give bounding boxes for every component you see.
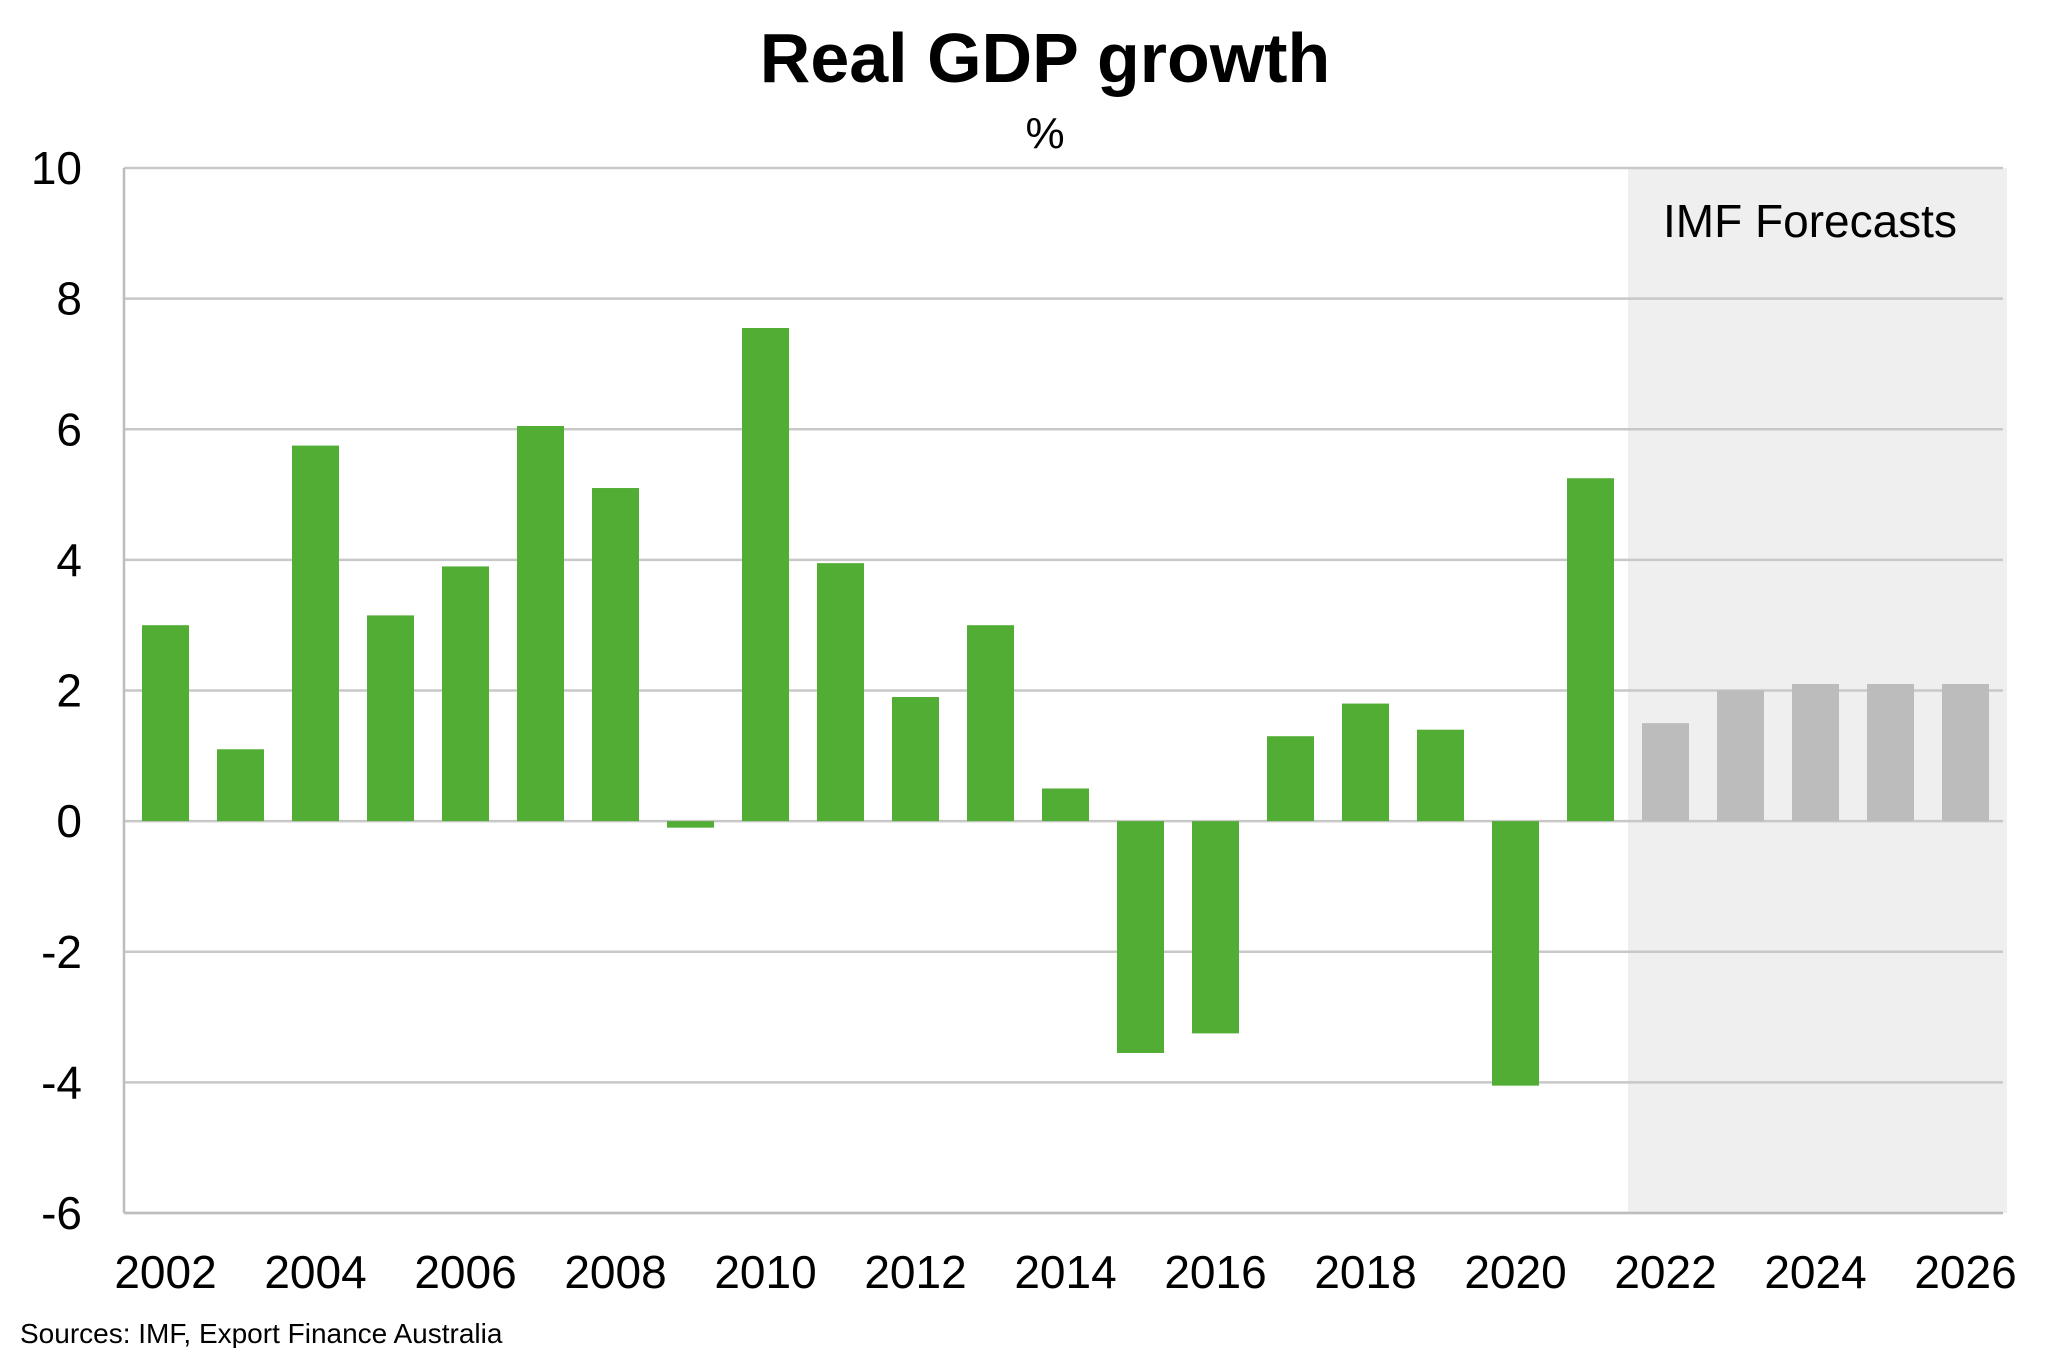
x-tick-label-2014: 2014 <box>1014 1246 1116 1298</box>
chart-title: Real GDP growth <box>760 19 1330 97</box>
y-tick-label-0: 0 <box>56 795 82 847</box>
bar-2021 <box>1567 478 1614 822</box>
bar-2016 <box>1192 821 1239 1034</box>
bar-2002 <box>142 625 189 822</box>
y-tick-label-6: 6 <box>56 403 82 455</box>
x-tick-labels: 2002 2004 2006 2008 2010 2012 2014 2016 2018 2020… <box>114 1246 2016 1298</box>
chart-subtitle-unit: % <box>1025 109 1064 158</box>
source-note: Sources: IMF, Export Finance Australia <box>20 1318 503 1348</box>
forecast-region-label: IMF Forecasts <box>1663 195 1957 247</box>
bar-2018 <box>1342 703 1389 822</box>
axes <box>122 168 2003 1215</box>
x-tick-label-2020: 2020 <box>1464 1246 1566 1298</box>
bar-2015 <box>1117 821 1164 1053</box>
y-tick-labels: 10 8 6 4 2 0 -2 -4 -6 <box>31 142 82 1239</box>
y-tick-label-10: 10 <box>31 142 82 194</box>
bar-2024 <box>1792 683 1839 822</box>
bar-2006 <box>442 566 489 822</box>
bar-2013 <box>967 625 1014 822</box>
x-tick-label-2018: 2018 <box>1314 1246 1416 1298</box>
x-tick-label-2026: 2026 <box>1914 1246 2016 1298</box>
x-tick-label-2006: 2006 <box>414 1246 516 1298</box>
x-tick-label-2012: 2012 <box>864 1246 966 1298</box>
bar-2010 <box>742 328 789 822</box>
bar-2026 <box>1942 683 1989 822</box>
bar-2014 <box>1042 788 1089 822</box>
x-tick-label-2002: 2002 <box>114 1246 216 1298</box>
bar-2008 <box>592 488 639 822</box>
bar-2003 <box>217 749 264 822</box>
y-tick-label-8: 8 <box>56 273 82 325</box>
x-tick-label-2008: 2008 <box>564 1246 666 1298</box>
x-tick-label-2016: 2016 <box>1164 1246 1266 1298</box>
bar-2012 <box>892 697 939 822</box>
bar-2011 <box>817 563 864 822</box>
bars <box>142 328 1989 1086</box>
x-tick-label-2010: 2010 <box>714 1246 816 1298</box>
y-tick-label-4: 4 <box>56 534 82 586</box>
bar-2005 <box>367 615 414 822</box>
y-tick-label--4: -4 <box>41 1056 82 1108</box>
bar-2017 <box>1267 736 1314 822</box>
x-tick-label-2022: 2022 <box>1614 1246 1716 1298</box>
bar-2004 <box>292 445 339 822</box>
bar-2020 <box>1492 821 1539 1086</box>
y-tick-label-2: 2 <box>56 665 82 717</box>
bar-2007 <box>517 425 564 822</box>
bar-2019 <box>1417 729 1464 822</box>
x-tick-label-2004: 2004 <box>264 1246 366 1298</box>
bar-2023 <box>1717 690 1764 822</box>
bar-2025 <box>1867 683 1914 822</box>
y-tick-label--2: -2 <box>41 926 82 978</box>
bar-2009 <box>667 821 714 828</box>
bar-2022 <box>1642 723 1689 822</box>
y-tick-label--6: -6 <box>41 1187 82 1239</box>
x-tick-label-2024: 2024 <box>1764 1246 1866 1298</box>
